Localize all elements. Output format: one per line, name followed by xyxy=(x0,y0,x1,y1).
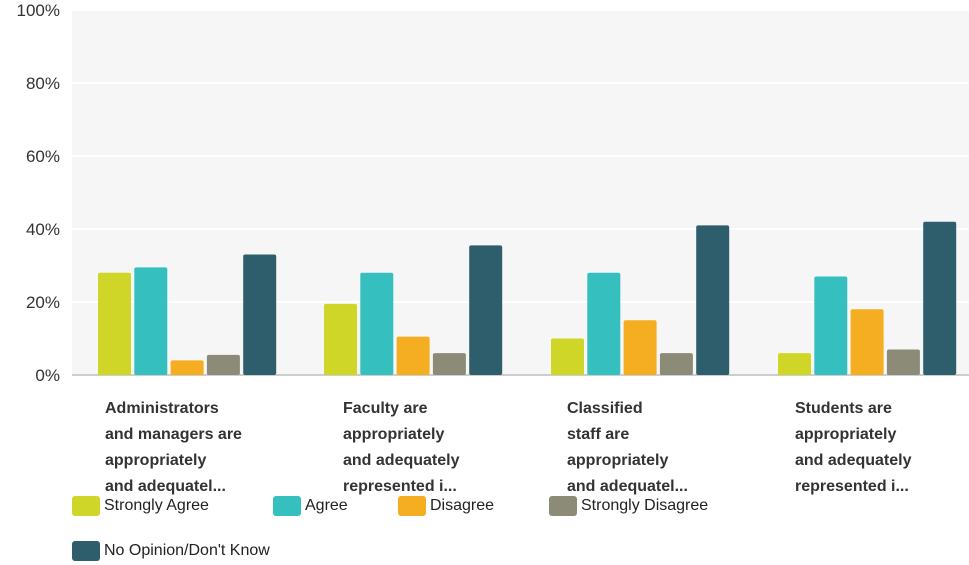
legend-item-no-opinion[interactable]: No Opinion/Don't Know xyxy=(72,541,270,561)
bar[interactable] xyxy=(886,349,920,375)
bar[interactable] xyxy=(923,221,957,375)
bar[interactable] xyxy=(243,254,277,375)
bar[interactable] xyxy=(396,336,430,375)
category-label: Students are appropriately and adequatel… xyxy=(795,400,912,495)
legend-label: No Opinion/Don't Know xyxy=(104,542,270,559)
y-tick-label: 80% xyxy=(26,74,60,93)
gridlines xyxy=(72,9,969,376)
legend-label: Strongly Agree xyxy=(104,497,209,514)
legend-item-agree[interactable]: Agree xyxy=(273,496,348,516)
bar[interactable] xyxy=(659,353,693,375)
legend-swatch xyxy=(72,496,100,516)
y-axis-ticks: 0% 20% 40% 60% 80% 100% xyxy=(17,1,60,385)
legend-label: Agree xyxy=(305,497,348,514)
bar[interactable] xyxy=(206,354,240,375)
legend-item-strongly-disagree[interactable]: Strongly Disagree xyxy=(549,496,708,516)
chart: 0% 20% 40% 60% 80% 100% xyxy=(17,1,969,385)
bar[interactable] xyxy=(170,360,204,375)
category-label: Classified staff are appropriately and a… xyxy=(567,400,688,495)
bar[interactable] xyxy=(587,272,621,375)
category-label: Administrators and managers are appropri… xyxy=(105,400,242,495)
bar[interactable] xyxy=(432,353,466,375)
legend-swatch xyxy=(398,496,426,516)
bar[interactable] xyxy=(696,225,730,375)
y-tick-label: 100% xyxy=(17,1,60,20)
bar[interactable] xyxy=(623,320,657,375)
category-label: Faculty are appropriately and adequately… xyxy=(343,400,460,495)
bar[interactable] xyxy=(98,272,131,375)
y-tick-label: 0% xyxy=(35,366,60,385)
bar[interactable] xyxy=(134,267,168,375)
bar[interactable] xyxy=(551,338,584,376)
legend-swatch xyxy=(273,496,301,516)
legend-swatch xyxy=(549,496,577,516)
bar[interactable] xyxy=(360,272,394,375)
legend-label: Disagree xyxy=(430,497,495,514)
legend-item-disagree[interactable]: Disagree xyxy=(398,496,494,516)
legend-label: Strongly Disagree xyxy=(581,497,709,514)
legend-item-strongly-agree[interactable]: Strongly Agree xyxy=(72,496,209,516)
y-tick-label: 40% xyxy=(26,220,60,239)
y-tick-label: 20% xyxy=(26,293,60,312)
bars xyxy=(98,221,957,376)
legend-swatch xyxy=(72,541,100,561)
bar[interactable] xyxy=(324,303,357,375)
bar[interactable] xyxy=(814,276,848,375)
bar[interactable] xyxy=(850,309,884,375)
y-tick-label: 60% xyxy=(26,147,60,166)
bar[interactable] xyxy=(469,245,503,375)
bar[interactable] xyxy=(778,353,811,375)
